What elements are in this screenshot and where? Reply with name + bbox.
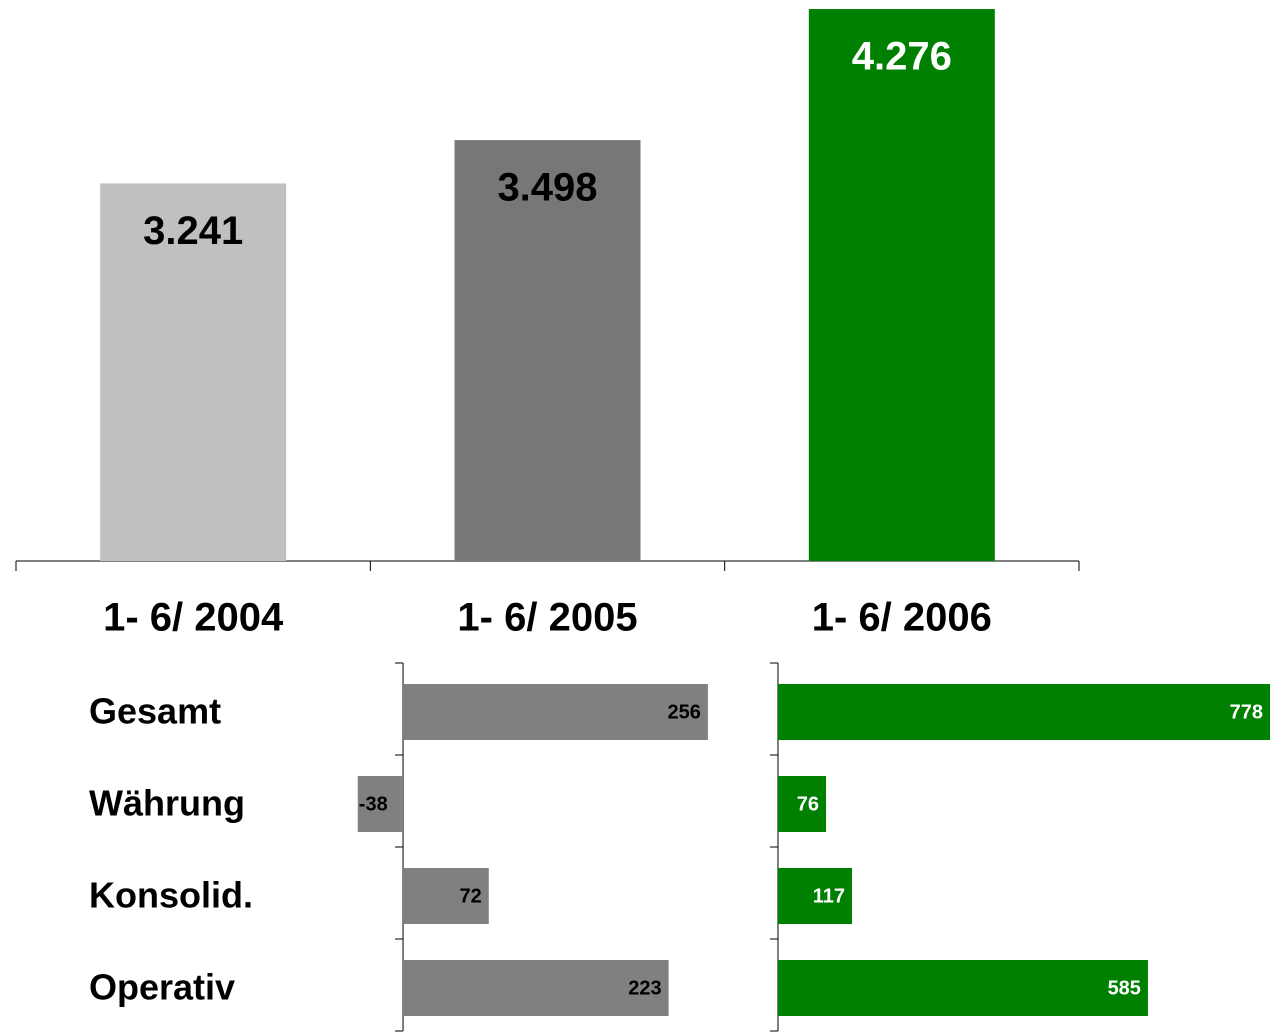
value-label: 72 (460, 885, 482, 907)
value-label: 778 (1230, 701, 1263, 723)
bar (454, 140, 641, 561)
bar (778, 960, 1148, 1016)
value-label: -38 (359, 793, 388, 815)
value-label: 223 (628, 977, 661, 999)
x-tick-label: 1- 6/ 2006 (812, 596, 992, 640)
bar (403, 868, 489, 924)
category-label: Währung (89, 783, 245, 824)
value-label: 3.241 (143, 209, 243, 253)
bar (778, 776, 827, 832)
x-tick-label: 1- 6/ 2005 (457, 596, 637, 640)
bar (357, 776, 404, 832)
bar (100, 183, 287, 561)
value-label: 585 (1108, 977, 1141, 999)
value-label: 3.498 (497, 166, 597, 210)
bar (778, 684, 1270, 740)
category-label: Operativ (89, 967, 235, 1008)
bar (778, 868, 852, 924)
category-label: Konsolid. (89, 875, 253, 916)
value-label: 256 (668, 701, 701, 723)
category-label: Gesamt (89, 691, 221, 732)
x-tick-label: 1- 6/ 2004 (103, 596, 284, 640)
value-label: 4.276 (852, 35, 952, 79)
value-label: 76 (797, 793, 819, 815)
value-label: 117 (813, 885, 845, 907)
bar (403, 960, 669, 1016)
bar (403, 684, 708, 740)
bar (808, 9, 995, 561)
